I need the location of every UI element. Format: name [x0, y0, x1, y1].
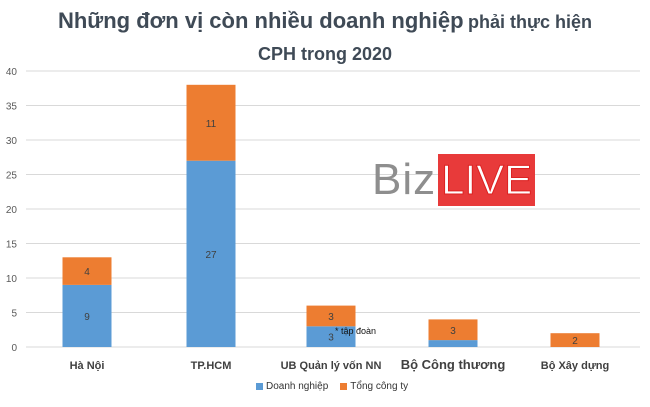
bizlive-watermark: Biz LIVE	[372, 154, 536, 206]
bar-segment	[306, 305, 356, 327]
y-tick-label: 30	[6, 136, 18, 147]
bar-data-label: 27	[205, 250, 217, 261]
y-tick-label: 5	[11, 309, 17, 320]
x-category-label: UB Quản lý vốn NN	[281, 360, 382, 372]
chart-title: Những đơn vị còn nhiều doanh nghiệp phải…	[0, 6, 650, 69]
bar-data-label: 4	[84, 267, 90, 278]
x-category-label: Bộ Công thương	[401, 357, 506, 372]
watermark-live: LIVE	[438, 154, 536, 206]
chart-title-rest: phải thực hiện	[467, 12, 593, 32]
bar-segment	[186, 160, 236, 347]
bar-data-label: 3	[328, 312, 334, 323]
legend-item-doanh-nghiep: Doanh nghiệp	[256, 381, 328, 392]
x-category-label: Bộ Xây dựng	[541, 360, 609, 372]
bar-data-label: 3	[328, 333, 334, 344]
legend-label-tong-cong-ty: Tổng công ty	[350, 381, 409, 392]
y-tick-label: 35	[6, 102, 18, 113]
y-tick-label: 15	[6, 240, 18, 251]
y-tick-label: 20	[6, 205, 18, 216]
bar-segment	[62, 284, 112, 347]
y-tick-label: 0	[11, 343, 17, 354]
bar-data-label: 2	[572, 336, 578, 347]
bar-segment	[186, 84, 236, 161]
bar-segment	[306, 326, 356, 347]
x-category-label: TP.HCM	[191, 360, 232, 372]
chart-title-main: Những đơn vị còn nhiều doanh nghiệp	[57, 8, 464, 33]
bar-data-label: 11	[206, 119, 217, 130]
watermark-biz: Biz	[372, 155, 437, 204]
x-category-label: Hà Nội	[70, 360, 105, 372]
y-tick-label: 25	[6, 171, 18, 182]
chart-legend: Doanh nghiệp Tổng công ty	[256, 381, 420, 392]
bar-data-label: 9	[84, 312, 90, 323]
chart-title-line2: CPH trong 2020	[257, 44, 393, 64]
bar-segment	[550, 333, 600, 347]
legend-swatch-doanh-nghiep	[256, 383, 263, 390]
bar-segment	[428, 319, 478, 341]
bar-segment	[62, 257, 112, 285]
annotation-note: * tập đoàn	[335, 326, 377, 336]
legend-label-doanh-nghiep: Doanh nghiệp	[266, 381, 329, 392]
y-tick-label: 40	[6, 67, 18, 78]
y-tick-label: 10	[6, 274, 18, 285]
legend-swatch-tong-cong-ty	[340, 383, 348, 390]
bar-data-label: 3	[450, 326, 456, 337]
legend-item-tong-cong-ty: Tổng công ty	[340, 381, 408, 392]
bar-segment	[428, 340, 478, 347]
